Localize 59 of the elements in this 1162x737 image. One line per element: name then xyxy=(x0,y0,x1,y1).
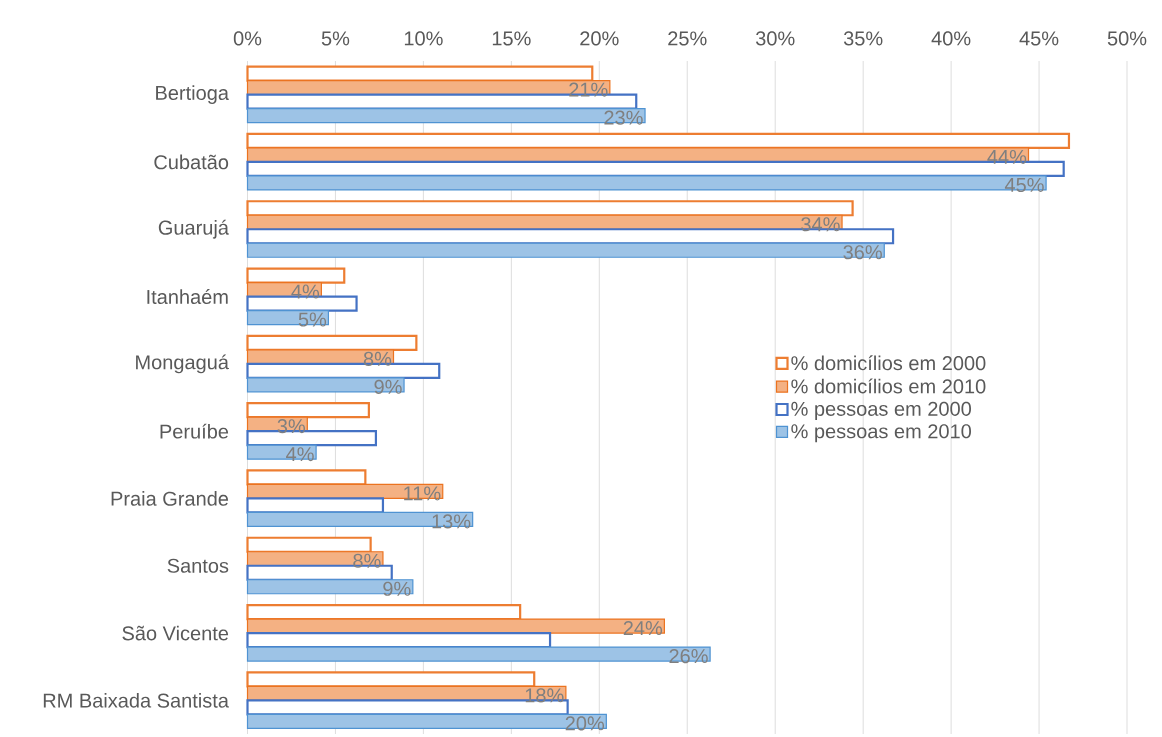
y-tick-label: Peruíbe xyxy=(160,423,229,439)
x-tick-label: 0% xyxy=(233,31,262,46)
data-label: 3% xyxy=(277,419,305,434)
x-tick-label: 10% xyxy=(404,31,443,46)
y-tick-label: Mongaguá xyxy=(136,354,229,374)
bar xyxy=(246,242,885,258)
bar xyxy=(246,175,1047,191)
x-tick-label: 30% xyxy=(755,31,795,46)
bar xyxy=(246,108,646,124)
y-tick-label: Bertioga xyxy=(156,85,229,104)
y-tick-label: Cubatão xyxy=(154,154,229,170)
data-label: 13% xyxy=(432,514,471,529)
legend-label: % pessoas em 2010 xyxy=(791,424,972,443)
bar xyxy=(246,497,385,514)
y-tick-label: São Vicente xyxy=(122,625,229,641)
bar xyxy=(246,402,370,419)
x-tick-label: 15% xyxy=(492,31,531,46)
bar xyxy=(246,511,474,528)
x-tick-label: 40% xyxy=(931,31,971,46)
y-tick-label: Guarujá xyxy=(158,219,229,239)
data-label: 36% xyxy=(843,245,882,260)
x-tick-label: 45% xyxy=(1019,31,1059,46)
x-tick-label: 50% xyxy=(1107,31,1147,46)
x-tick-label: 25% xyxy=(668,31,707,46)
bar xyxy=(246,377,405,393)
bar xyxy=(246,579,414,595)
y-tick-label: Itanhaém xyxy=(147,289,228,305)
legend-label: % domicílios em 2010 xyxy=(791,378,986,394)
y-tick-label: Santos xyxy=(167,558,229,573)
y-tick-label: RM Baixada Santista xyxy=(43,693,229,708)
bar xyxy=(246,80,611,96)
data-label: 9% xyxy=(374,379,402,394)
data-label: 45% xyxy=(1004,177,1044,192)
x-tick-label: 5% xyxy=(321,31,350,46)
data-label: 4% xyxy=(286,447,314,462)
data-label: 23% xyxy=(604,110,643,125)
data-label: 24% xyxy=(623,621,663,636)
data-label: 11% xyxy=(404,486,441,501)
x-tick-label: 35% xyxy=(843,31,883,46)
bar xyxy=(246,618,665,634)
bar xyxy=(246,713,607,729)
bar xyxy=(246,646,711,662)
data-label: 44% xyxy=(987,149,1027,164)
bar xyxy=(246,267,346,284)
data-label: 20% xyxy=(565,716,605,731)
legend-label: % domicílios em 2000 xyxy=(791,355,986,371)
bar xyxy=(246,469,367,486)
legend-label: % pessoas em 2000 xyxy=(791,401,972,420)
data-label: 8% xyxy=(363,351,392,366)
data-label: 26% xyxy=(669,648,708,664)
data-label: 8% xyxy=(353,553,381,568)
data-label: 9% xyxy=(383,581,411,596)
x-tick-label: 20% xyxy=(580,31,619,46)
y-tick-label: Praia Grande xyxy=(111,491,229,506)
bar xyxy=(246,671,536,688)
bar xyxy=(246,200,854,217)
bar xyxy=(246,309,330,326)
bar xyxy=(246,147,1030,163)
data-label: 5% xyxy=(298,312,327,327)
